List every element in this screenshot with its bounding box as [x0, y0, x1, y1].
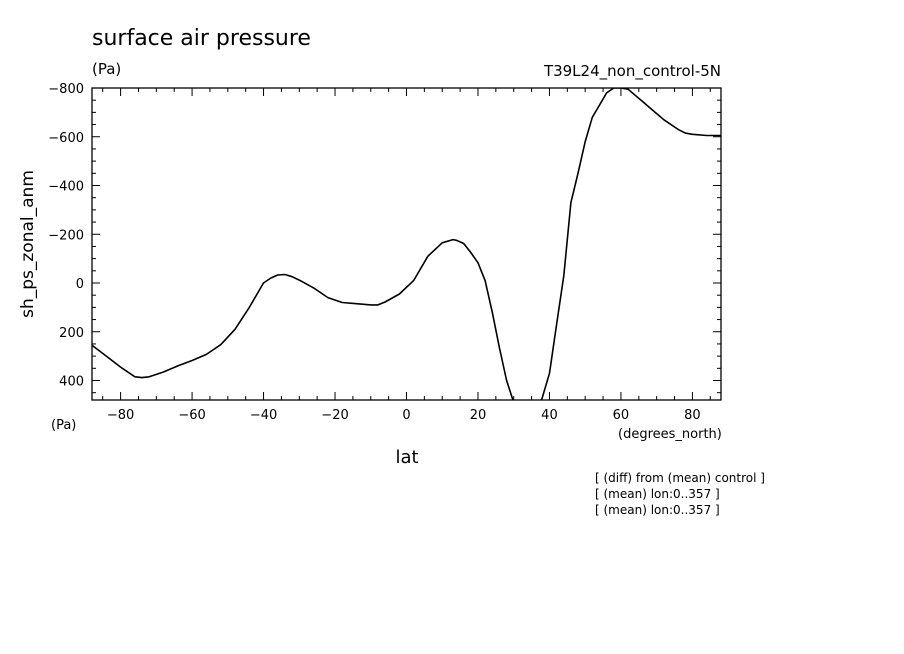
experiment-label: T39L24_non_control-5N: [543, 62, 721, 81]
x-axis-label: lat: [395, 447, 418, 468]
chart-title: surface air pressure: [92, 26, 311, 51]
series-line: [92, 88, 721, 400]
note-line: [ (mean) lon:0..357 ]: [595, 503, 720, 517]
x-tick-label: 0: [402, 408, 410, 423]
x-tick-label: −20: [321, 408, 348, 423]
y-tick-label: −800: [48, 82, 84, 97]
x-tick-label: 20: [470, 408, 487, 423]
x-tick-label: 80: [684, 408, 701, 423]
plot-area: −80 −60 −40 −20 0 20 40 60 80−800−600−400−200020…: [48, 82, 722, 423]
plot-frame: [91, 87, 722, 401]
x-tick-label: 60: [613, 408, 630, 423]
y-tick-label: 0: [76, 277, 84, 292]
note-line: [ (diff) from (mean) control ]: [595, 471, 765, 485]
note-line: [ (mean) lon:0..357 ]: [595, 487, 720, 501]
y-tick-label: −400: [48, 180, 84, 195]
y-axis-label: sh_ps_zonal_anm: [18, 170, 38, 318]
x-tick-label: −80: [107, 408, 134, 423]
title-unit: (Pa): [92, 60, 121, 78]
x-tick-label: −60: [178, 408, 205, 423]
y-tick-label: −600: [48, 131, 84, 146]
x-axis-unit: (degrees_north): [618, 427, 722, 442]
x-tick-label: 40: [541, 408, 558, 423]
x-tick-label: −40: [250, 408, 277, 423]
y-tick-label: 200: [59, 326, 84, 341]
y-tick-label: 400: [59, 375, 84, 390]
y-axis-unit: (Pa): [51, 418, 76, 433]
y-tick-label: −200: [48, 228, 84, 243]
